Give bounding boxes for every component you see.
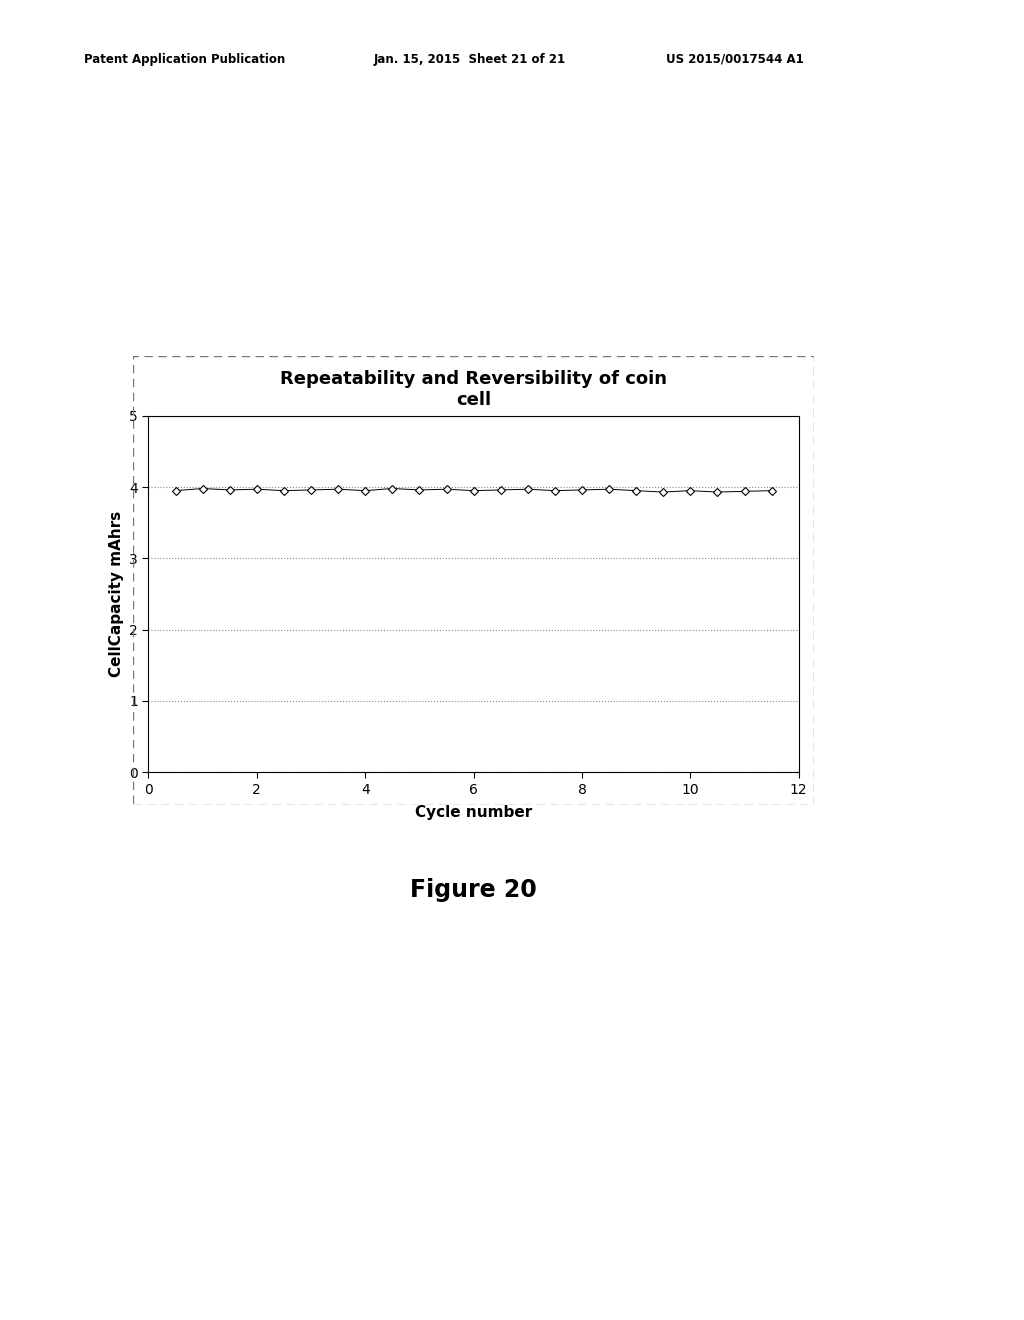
Text: US 2015/0017544 A1: US 2015/0017544 A1 [666,53,804,66]
X-axis label: Cycle number: Cycle number [415,805,532,820]
Y-axis label: CellCapacity mAhrs: CellCapacity mAhrs [109,511,124,677]
Text: Jan. 15, 2015  Sheet 21 of 21: Jan. 15, 2015 Sheet 21 of 21 [374,53,566,66]
Title: Repeatability and Reversibility of coin
cell: Repeatability and Reversibility of coin … [281,370,667,409]
Text: Patent Application Publication: Patent Application Publication [84,53,286,66]
Text: Figure 20: Figure 20 [410,878,537,902]
